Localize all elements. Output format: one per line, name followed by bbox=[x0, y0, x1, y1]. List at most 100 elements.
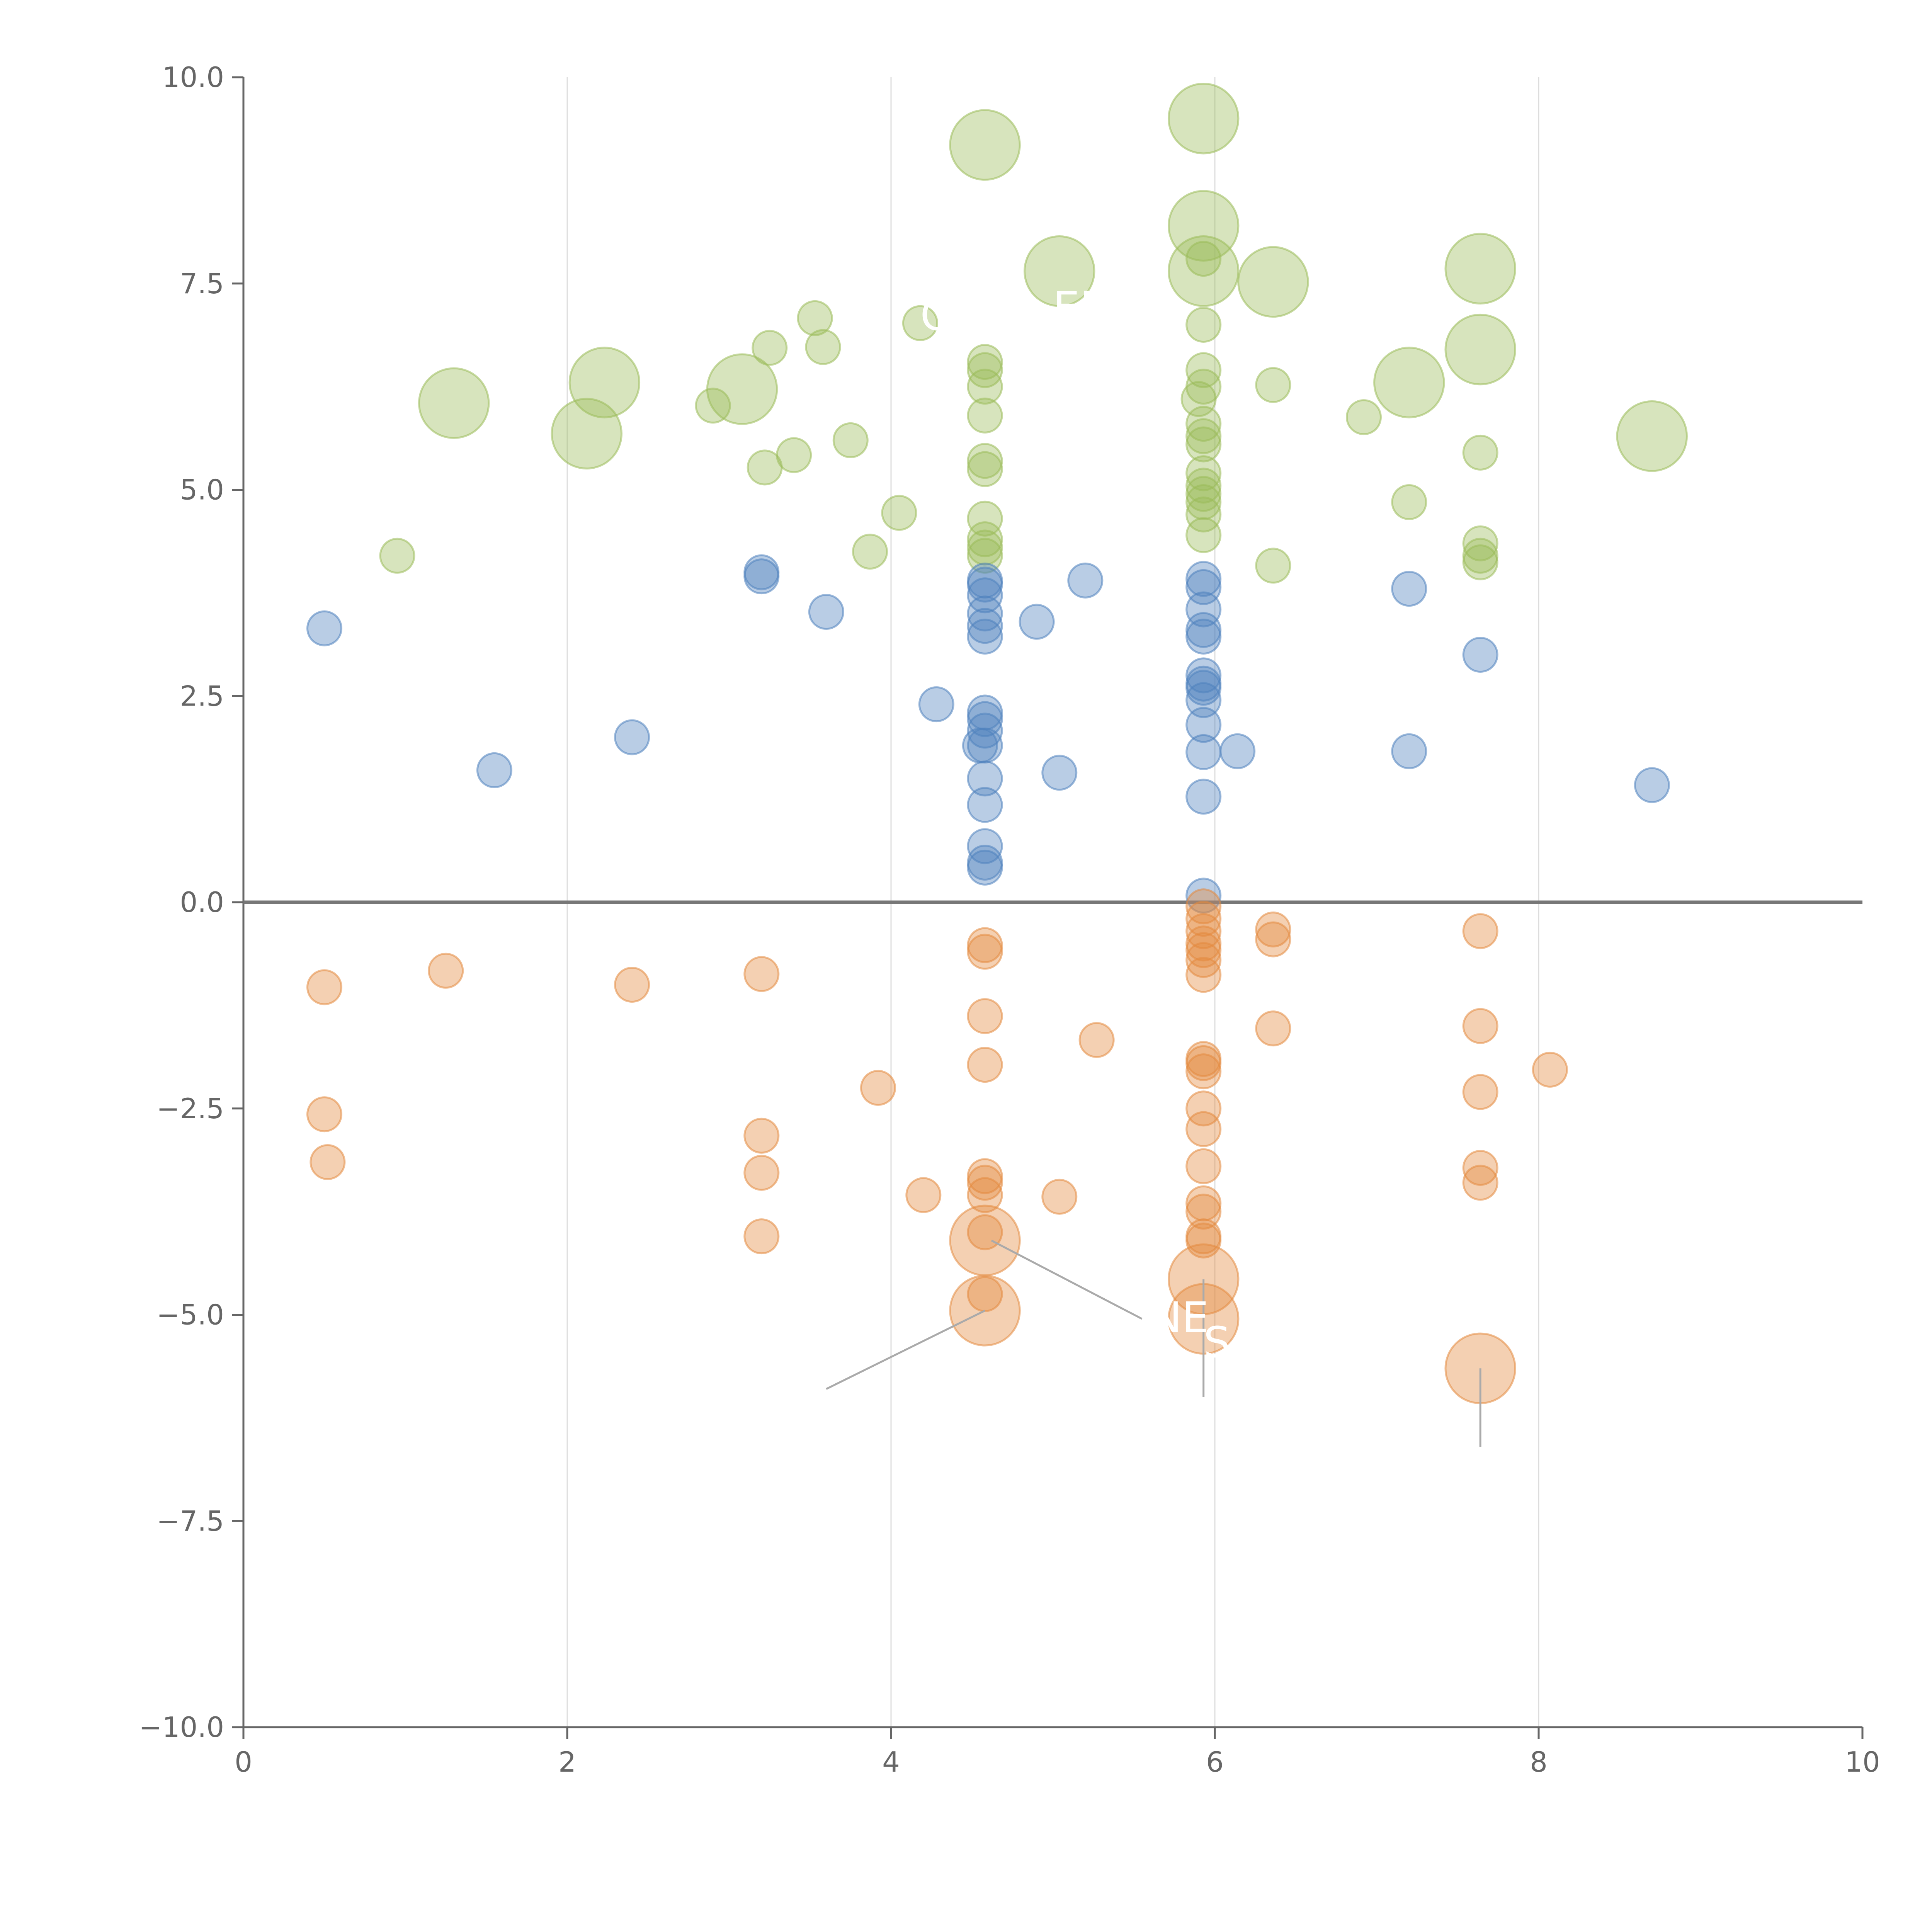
bubble-blue bbox=[1041, 755, 1078, 791]
bubble-orange bbox=[743, 1155, 780, 1191]
bubble-green bbox=[967, 451, 1003, 487]
bubble-blue bbox=[808, 594, 844, 630]
bubble-blue bbox=[306, 610, 342, 646]
bubble-blue bbox=[1185, 657, 1222, 694]
bubble-green bbox=[1345, 399, 1382, 435]
bubble-green bbox=[967, 443, 1003, 479]
bubbles bbox=[306, 83, 1688, 1404]
x-tick-label: 8 bbox=[1530, 1746, 1548, 1778]
bubble-orange bbox=[306, 969, 342, 1005]
bubble-orange bbox=[860, 1070, 896, 1106]
bubble-blue bbox=[1067, 562, 1104, 599]
x-tick-label: 6 bbox=[1206, 1746, 1224, 1778]
bubble-green bbox=[1185, 517, 1222, 553]
bubble-annotation: NE bbox=[1150, 1293, 1209, 1342]
bubble-green bbox=[1024, 235, 1095, 307]
bubble-orange bbox=[905, 1177, 942, 1213]
bubble-green bbox=[1185, 455, 1222, 492]
bubble-green bbox=[1444, 313, 1516, 386]
bubble-orange bbox=[1078, 1022, 1115, 1058]
bubble-green bbox=[1167, 235, 1240, 307]
bubble-orange bbox=[1185, 901, 1222, 937]
bubble-orange bbox=[614, 967, 650, 1003]
bubble-blue bbox=[1219, 733, 1256, 769]
bubble-blue bbox=[1185, 619, 1222, 655]
bubble-blue bbox=[743, 558, 780, 595]
bubble-orange bbox=[1185, 888, 1222, 925]
bubble-orange bbox=[949, 1204, 1021, 1277]
bubble-blue bbox=[476, 752, 512, 788]
bubble-green bbox=[967, 344, 1003, 380]
bubble-orange bbox=[1255, 1010, 1291, 1047]
bubble-green bbox=[1167, 190, 1240, 262]
bubble-blue bbox=[967, 619, 1003, 655]
bubble-green bbox=[695, 388, 731, 424]
bubble-green bbox=[1462, 434, 1498, 471]
bubble-orange bbox=[967, 1177, 1003, 1213]
bubble-green bbox=[379, 537, 415, 574]
bubble-orange bbox=[1185, 1045, 1222, 1081]
bubble-orange bbox=[1255, 921, 1291, 957]
bubble-green bbox=[797, 300, 833, 336]
y-tick-label: 7.5 bbox=[180, 267, 224, 300]
bubble-annotation: ER bbox=[1053, 282, 1109, 332]
bubble-green bbox=[967, 500, 1003, 537]
x-tick-label: 4 bbox=[882, 1746, 900, 1778]
bubble-blue bbox=[1185, 707, 1222, 743]
bubble-blue bbox=[967, 608, 1003, 644]
bubble-green bbox=[1444, 233, 1516, 305]
bubble-green bbox=[1185, 241, 1222, 277]
y-tick-label: 5.0 bbox=[180, 474, 224, 506]
x-tick-label: 10 bbox=[1845, 1746, 1880, 1778]
bubble-green bbox=[776, 437, 812, 473]
bubble-blue bbox=[1185, 670, 1222, 706]
bubble-blue bbox=[967, 849, 1003, 886]
bubble-blue bbox=[967, 787, 1003, 823]
bubble-orange bbox=[1185, 913, 1222, 949]
bubble-orange bbox=[1185, 957, 1222, 993]
callout-line bbox=[991, 1240, 1143, 1320]
bubble-green bbox=[967, 529, 1003, 566]
bubble-green bbox=[1373, 347, 1445, 418]
bubble-orange bbox=[1185, 942, 1222, 978]
callout-line bbox=[826, 1310, 986, 1390]
bubble-orange bbox=[1185, 1222, 1222, 1259]
bubble-orange bbox=[1185, 1053, 1222, 1090]
y-tick-label: −2.5 bbox=[156, 1092, 224, 1125]
bubble-green bbox=[805, 329, 841, 365]
bubble-green bbox=[902, 305, 938, 341]
bubble-blue bbox=[1185, 682, 1222, 718]
y-tick-label: 10.0 bbox=[162, 61, 224, 94]
bubble-blue bbox=[1185, 734, 1222, 770]
bubble-annotation: C bbox=[920, 291, 950, 340]
y-tick-label: −10.0 bbox=[139, 1711, 224, 1743]
bubble-orange bbox=[1185, 1090, 1222, 1127]
bubble-blue bbox=[967, 701, 1003, 737]
bubble-orange bbox=[967, 1165, 1003, 1201]
bubble-green bbox=[1167, 83, 1240, 155]
y-tick-label: −7.5 bbox=[156, 1505, 224, 1537]
y-tick-label: −5.0 bbox=[156, 1299, 224, 1331]
bubble-orange bbox=[967, 1047, 1003, 1083]
bubble-orange bbox=[743, 1117, 780, 1154]
bubble-blue bbox=[614, 719, 650, 755]
bubble-orange bbox=[967, 998, 1003, 1034]
bubble-orange bbox=[1462, 913, 1498, 949]
bubble-blue bbox=[1391, 733, 1427, 769]
bubble-blue bbox=[1634, 767, 1670, 803]
bubble-orange bbox=[1462, 1165, 1498, 1201]
bubble-orange bbox=[306, 1096, 342, 1133]
bubble-orange bbox=[1462, 1074, 1498, 1110]
bubble-green bbox=[1185, 476, 1222, 512]
bubble-green bbox=[832, 422, 869, 458]
bubble-blue bbox=[967, 713, 1003, 749]
bubble-green bbox=[1255, 367, 1291, 403]
bubble-orange bbox=[967, 934, 1003, 970]
callout-lines bbox=[826, 1240, 1481, 1447]
bubble-blue bbox=[1185, 561, 1222, 597]
bubble-green bbox=[568, 347, 641, 418]
bubble-orange bbox=[1462, 1008, 1498, 1044]
bubble-green bbox=[852, 534, 888, 570]
bubble-green bbox=[1185, 418, 1222, 454]
